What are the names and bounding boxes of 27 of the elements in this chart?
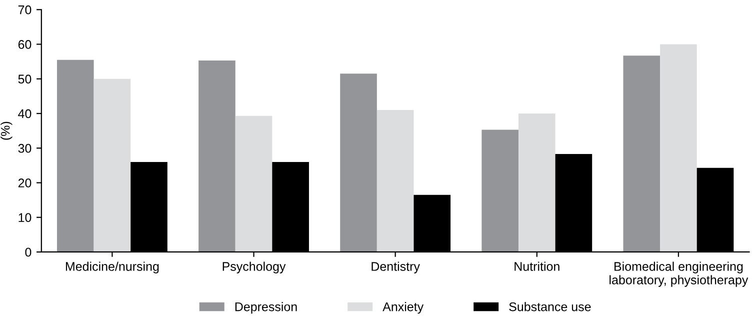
bar (56, 60, 94, 252)
y-tick-label: 0 (25, 248, 32, 257)
x-tick-label: Medicine/nursing (66, 262, 159, 274)
x-tick-label: Dentistry (372, 262, 420, 274)
y-tick-label: 40 (18, 109, 32, 118)
legend-label: Depression (235, 302, 297, 314)
y-tick-label: 70 (18, 5, 32, 14)
bar (518, 113, 556, 252)
legend-label: Anxiety (382, 302, 424, 314)
legend-label: Substance use (509, 302, 591, 312)
bar (623, 56, 660, 252)
bar (376, 110, 414, 252)
x-tick-label: Nutrition (514, 262, 560, 271)
bar (235, 116, 272, 252)
bar (482, 130, 518, 252)
bar (340, 74, 377, 252)
y-axis-title: (%) (0, 122, 12, 140)
y-tick-label: 50 (18, 74, 32, 84)
x-tick-label: Psychology (222, 262, 286, 274)
y-tick-label: 10 (18, 213, 32, 222)
y-tick-label: 20 (18, 178, 32, 188)
bar (660, 44, 697, 252)
y-tick-label: 60 (18, 40, 32, 49)
bar (94, 78, 131, 252)
bar (198, 60, 236, 252)
y-tick-label: 30 (18, 144, 32, 153)
x-tick-label: Biomedical engineering laboratory, physiotherapy (610, 262, 748, 287)
